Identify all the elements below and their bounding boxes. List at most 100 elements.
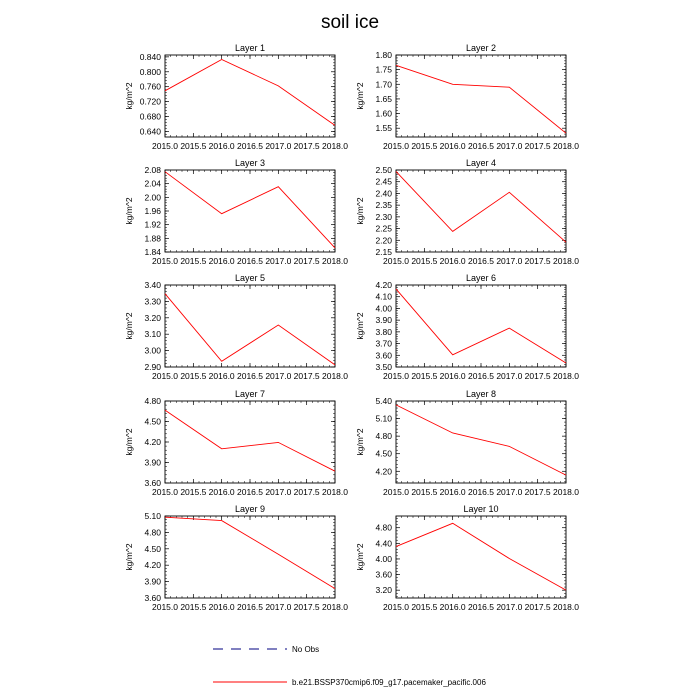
x-tick-label: 2015.5 — [411, 487, 437, 497]
x-tick-label: 2015.0 — [152, 602, 178, 612]
x-tick-label: 2016.5 — [237, 141, 263, 151]
x-tick-label: 2017.0 — [496, 602, 522, 612]
y-tick-label: 3.60 — [144, 478, 161, 488]
x-tick-label: 2016.5 — [237, 487, 263, 497]
y-tick-label: 1.60 — [375, 109, 392, 119]
x-tick-label: 2017.5 — [294, 256, 320, 266]
x-tick-label: 2015.5 — [180, 256, 206, 266]
y-axis-label: kg/m^2 — [355, 82, 365, 109]
x-tick-label: 2018.0 — [553, 256, 579, 266]
x-tick-label: 2016.5 — [237, 256, 263, 266]
x-tick-label: 2015.0 — [152, 141, 178, 151]
x-tick-label: 2015.0 — [383, 487, 409, 497]
x-tick-label: 2018.0 — [553, 487, 579, 497]
x-tick-label: 2017.0 — [265, 487, 291, 497]
series-line — [164, 171, 336, 249]
x-tick-label: 2016.5 — [468, 371, 494, 381]
x-tick-label: 2018.0 — [322, 256, 348, 266]
x-tick-label: 2016.5 — [468, 602, 494, 612]
y-tick-label: 3.60 — [375, 570, 392, 580]
x-tick-label: 2016.0 — [440, 256, 466, 266]
y-axis-label: kg/m^2 — [124, 543, 134, 570]
y-tick-label: 4.00 — [375, 554, 392, 564]
y-tick-label: 4.50 — [144, 417, 161, 427]
y-tick-label: 1.65 — [375, 94, 392, 104]
x-tick-label: 2017.5 — [294, 371, 320, 381]
x-tick-label: 2015.5 — [180, 141, 206, 151]
y-tick-label: 1.80 — [375, 50, 392, 60]
y-tick-label: 4.20 — [144, 560, 161, 570]
y-tick-label: 4.20 — [375, 280, 392, 290]
y-tick-label: 4.20 — [375, 466, 392, 476]
series-line — [395, 64, 567, 134]
x-tick-label: 2015.0 — [383, 141, 409, 151]
x-tick-label: 2015.0 — [152, 256, 178, 266]
x-tick-label: 2016.0 — [209, 256, 235, 266]
y-tick-label: 2.30 — [375, 212, 392, 222]
series-line — [395, 522, 567, 591]
x-tick-label: 2015.0 — [383, 602, 409, 612]
x-tick-label: 2017.5 — [525, 371, 551, 381]
y-tick-label: 4.50 — [144, 544, 161, 554]
y-tick-label: 2.25 — [375, 224, 392, 234]
x-tick-label: 2017.0 — [496, 371, 522, 381]
y-tick-label: 2.08 — [144, 165, 161, 175]
y-tick-label: 0.840 — [140, 52, 162, 62]
x-tick-label: 2017.5 — [525, 141, 551, 151]
y-tick-label: 2.40 — [375, 188, 392, 198]
x-tick-label: 2015.5 — [411, 141, 437, 151]
x-tick-label: 2017.0 — [265, 602, 291, 612]
legend-run-label: b.e21.BSSP370cmip6.f09_g17.pacemaker_pac… — [292, 678, 486, 687]
x-tick-label: 2017.5 — [525, 602, 551, 612]
y-tick-label: 4.80 — [144, 396, 161, 406]
panel-title: Layer 7 — [235, 389, 265, 399]
panel-title: Layer 8 — [466, 389, 496, 399]
x-tick-label: 2017.0 — [265, 371, 291, 381]
x-tick-label: 2015.0 — [152, 371, 178, 381]
x-tick-label: 2016.0 — [209, 371, 235, 381]
y-tick-label: 1.75 — [375, 65, 392, 75]
panel-title: Layer 9 — [235, 504, 265, 514]
y-tick-label: 5.10 — [375, 414, 392, 424]
x-tick-label: 2017.5 — [525, 487, 551, 497]
y-tick-label: 3.90 — [144, 577, 161, 587]
legend-no-obs-label: No Obs — [292, 645, 319, 654]
x-tick-label: 2018.0 — [322, 487, 348, 497]
y-tick-label: 4.80 — [375, 523, 392, 533]
panel-title: Layer 6 — [466, 273, 496, 283]
panel-title: Layer 10 — [463, 504, 498, 514]
x-tick-label: 2016.0 — [209, 141, 235, 151]
x-tick-label: 2017.5 — [294, 141, 320, 151]
x-tick-label: 2015.5 — [180, 371, 206, 381]
y-tick-label: 3.90 — [375, 315, 392, 325]
x-tick-label: 2017.0 — [496, 256, 522, 266]
figure-title: soil ice — [321, 12, 379, 33]
y-axis-label: kg/m^2 — [355, 312, 365, 339]
x-tick-label: 2018.0 — [553, 141, 579, 151]
x-tick-label: 2016.0 — [209, 602, 235, 612]
x-tick-label: 2017.0 — [496, 141, 522, 151]
x-tick-label: 2017.5 — [294, 602, 320, 612]
y-axis-label: kg/m^2 — [124, 197, 134, 224]
y-tick-label: 3.90 — [144, 458, 161, 468]
x-tick-label: 2015.5 — [411, 602, 437, 612]
y-tick-label: 1.92 — [144, 220, 161, 230]
y-tick-label: 1.84 — [144, 247, 161, 257]
panel-title: Layer 1 — [235, 43, 265, 53]
y-tick-label: 1.70 — [375, 79, 392, 89]
x-tick-label: 2018.0 — [322, 602, 348, 612]
y-axis-label: kg/m^2 — [355, 428, 365, 455]
y-tick-label: 3.50 — [375, 362, 392, 372]
x-tick-label: 2015.5 — [180, 602, 206, 612]
x-tick-label: 2017.0 — [265, 256, 291, 266]
y-tick-label: 4.20 — [144, 437, 161, 447]
y-tick-label: 2.04 — [144, 179, 161, 189]
y-tick-label: 5.10 — [144, 511, 161, 521]
